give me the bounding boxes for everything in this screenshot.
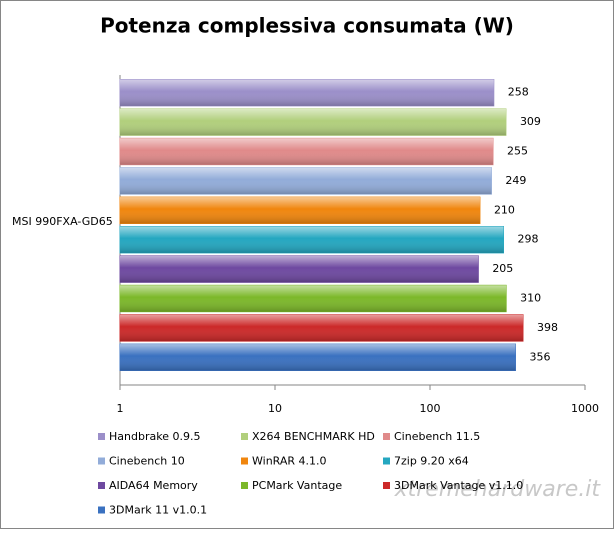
legend-swatch	[241, 482, 248, 489]
legend-swatch	[98, 506, 105, 514]
value-label: 210	[494, 203, 515, 216]
bar-shade	[120, 197, 480, 224]
watermark: xtremehardware.it	[394, 477, 602, 502]
value-label: 356	[529, 350, 550, 363]
legend-label: Cinebench 11.5	[394, 430, 480, 443]
value-label: 398	[537, 321, 558, 334]
bar-shade	[120, 79, 494, 106]
legend-label: 7zip 9.20 x64	[394, 455, 469, 468]
legend-swatch	[383, 482, 390, 489]
legend-label: WinRAR 4.1.0	[252, 455, 327, 468]
legend-label: 3DMark 11 v1.0.1	[109, 504, 207, 517]
value-label: 310	[520, 292, 541, 305]
bar-shade	[120, 167, 492, 195]
x-tick-label: 1000	[571, 402, 599, 415]
legend-swatch	[241, 433, 248, 440]
value-label: 309	[520, 115, 541, 128]
category-label: MSI 990FXA-GD65	[12, 215, 113, 228]
bar-shade	[120, 226, 504, 253]
bar-shade	[120, 314, 523, 342]
legend-label: 3DMark Vantage v1.1.0	[394, 479, 523, 492]
value-label: 205	[492, 262, 513, 275]
bar-shade	[120, 138, 494, 165]
bar-shade	[120, 108, 506, 136]
legend-swatch	[98, 433, 105, 440]
legend-swatch	[241, 457, 248, 465]
x-tick-label: 100	[420, 402, 441, 415]
legend-label: AIDA64 Memory	[109, 479, 198, 492]
bar-shade	[120, 255, 479, 283]
legend-label: Cinebench 10	[109, 455, 185, 468]
bar-shade	[120, 344, 516, 371]
legend-label: PCMark Vantage	[252, 479, 342, 492]
legend-swatch	[383, 433, 390, 440]
x-tick-label: 1	[117, 402, 124, 415]
legend-label: X264 BENCHMARK HD	[252, 430, 375, 443]
legend-swatch	[98, 482, 105, 489]
legend-swatch	[383, 457, 390, 465]
legend-label: Handbrake 0.9.5	[109, 430, 200, 443]
bar-shade	[120, 285, 507, 312]
legend-swatch	[98, 457, 105, 465]
value-label: 298	[518, 233, 539, 246]
chart-title: Potenza complessiva consumata (W)	[100, 14, 514, 38]
value-label: 258	[508, 86, 529, 99]
value-label: 255	[507, 145, 528, 158]
x-tick-label: 10	[268, 402, 282, 415]
value-label: 249	[505, 174, 526, 187]
